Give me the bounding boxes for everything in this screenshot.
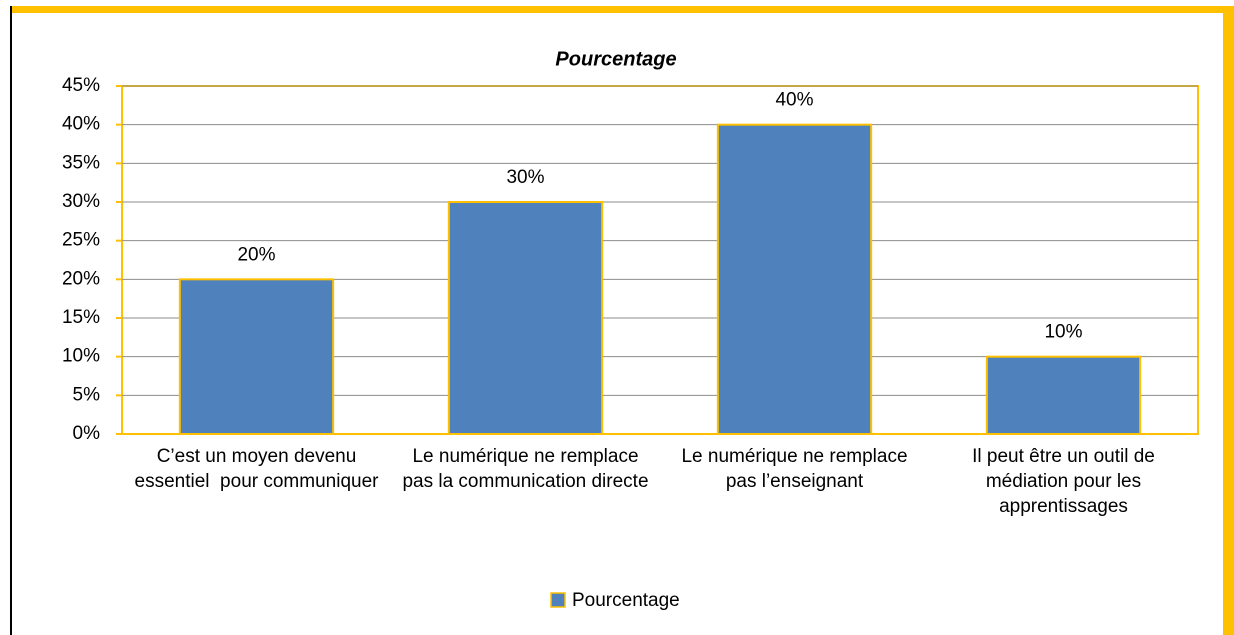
- y-tick-label: 40%: [62, 114, 100, 135]
- y-tick-label: 5%: [73, 384, 101, 405]
- bar: [447, 201, 604, 435]
- x-tick-label: C’est un moyen devenu essentiel pour com…: [134, 446, 379, 492]
- x-tick-label: Le numérique ne remplace pas la communic…: [402, 446, 649, 492]
- frame-border: [1223, 6, 1234, 635]
- data-label: 40%: [775, 90, 813, 111]
- frame-border: [10, 6, 1234, 13]
- bar: [716, 123, 873, 436]
- bar: [178, 278, 335, 436]
- data-label: 20%: [237, 244, 275, 265]
- y-tick-label: 20%: [62, 268, 100, 289]
- y-tick-label: 15%: [62, 307, 100, 328]
- y-tick-label: 10%: [62, 346, 100, 367]
- bar: [985, 355, 1142, 435]
- y-tick-label: 35%: [62, 152, 100, 173]
- y-tick-label: 25%: [62, 230, 100, 251]
- y-tick-label: 30%: [62, 191, 100, 212]
- y-tick-label: 45%: [62, 75, 100, 96]
- legend-swatch: [550, 592, 566, 608]
- legend-label: Pourcentage: [572, 590, 680, 611]
- data-label: 30%: [506, 167, 544, 188]
- x-tick-label: Il peut être un outil de médiation pour …: [972, 446, 1161, 517]
- x-tick-label: Le numérique ne remplace pas l’enseignan…: [681, 446, 913, 492]
- chart-title: Pourcentage: [555, 48, 676, 70]
- frame-border: [10, 6, 12, 635]
- data-label: 10%: [1044, 322, 1082, 343]
- y-tick-label: 0%: [73, 423, 101, 444]
